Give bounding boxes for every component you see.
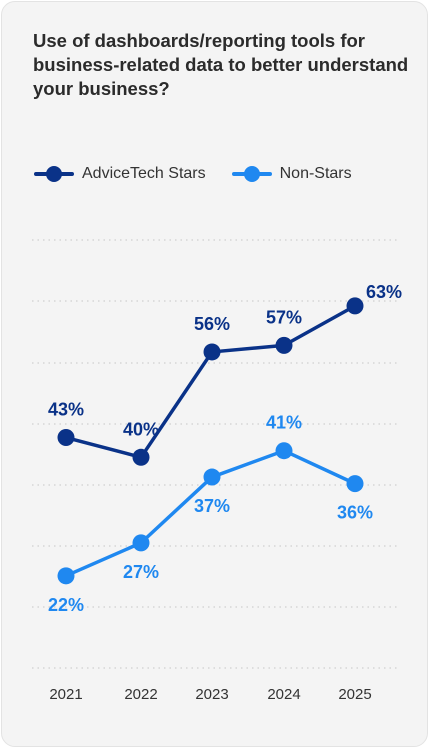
data-point-advicetech-stars-2022: [132, 448, 150, 466]
data-label-advicetech-stars-2023: 56%: [194, 314, 230, 334]
data-point-advicetech-stars-2023: [203, 343, 221, 361]
data-point-non-stars-2022: [132, 534, 150, 552]
x-tick-label-2022: 2022: [124, 686, 157, 703]
data-label-non-stars-2022: 27%: [123, 562, 159, 582]
legend-swatch-non-stars: [231, 162, 272, 186]
data-point-non-stars-2024: [275, 442, 293, 460]
legend-label-non-stars: Non-Stars: [279, 165, 352, 182]
chart-title: Use of dashboards/reporting tools for bu…: [33, 30, 409, 99]
data-point-advicetech-stars-2024: [275, 336, 293, 354]
data-label-non-stars-2025: 36%: [337, 503, 373, 523]
legend-item-stars: AdviceTech Stars: [34, 162, 206, 186]
legend-item-non-stars: Non-Stars: [231, 162, 352, 186]
x-tick-label-2023: 2023: [195, 686, 228, 703]
x-tick-label-2024: 2024: [267, 686, 300, 703]
data-label-non-stars-2021: 22%: [48, 595, 84, 615]
data-point-non-stars-2021: [57, 567, 75, 585]
data-label-non-stars-2024: 41%: [266, 413, 302, 433]
legend-swatch-stars: [34, 162, 74, 186]
x-tick-label-2025: 2025: [338, 686, 371, 703]
data-label-advicetech-stars-2024: 57%: [266, 307, 302, 327]
data-point-non-stars-2023: [203, 468, 221, 486]
data-point-advicetech-stars-2025: [346, 297, 364, 315]
data-point-advicetech-stars-2021: [57, 429, 75, 447]
x-tick-label-2021: 2021: [49, 686, 82, 703]
legend: AdviceTech Stars Non-Stars: [34, 162, 378, 186]
data-label-advicetech-stars-2025: 63%: [366, 282, 402, 302]
data-label-advicetech-stars-2021: 43%: [48, 400, 84, 420]
legend-label-stars: AdviceTech Stars: [82, 165, 206, 182]
data-point-non-stars-2025: [346, 475, 364, 493]
data-label-advicetech-stars-2022: 40%: [123, 419, 159, 439]
data-label-non-stars-2023: 37%: [194, 496, 230, 516]
